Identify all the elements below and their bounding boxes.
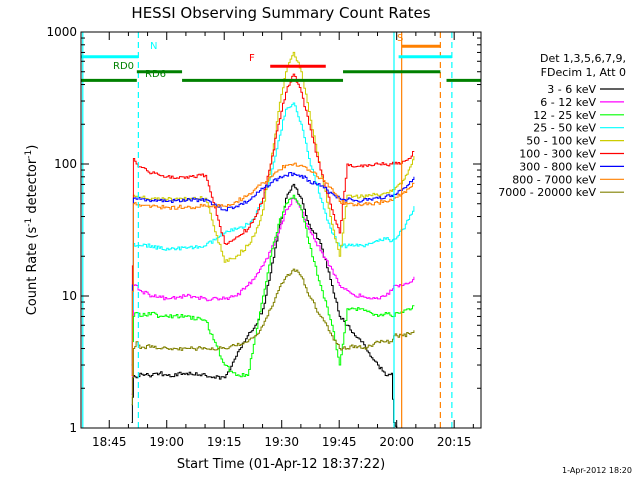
vline-layer — [82, 32, 453, 428]
series-line-5 — [131, 51, 415, 376]
y-tick-label-3: 100 — [54, 157, 77, 171]
legend-entry-7: 300 - 800 keV — [519, 160, 596, 173]
series-line-8 — [131, 162, 415, 376]
series-line-4 — [131, 102, 415, 376]
y-tick-label-1: 1 — [69, 421, 77, 435]
legend-entry-2: 6 - 12 keV — [540, 96, 596, 109]
x-tick-label-2: 19:00 — [149, 435, 184, 449]
legend-entry-1: 3 - 6 keV — [547, 83, 596, 96]
y-axis-label-mid: detector — [25, 158, 40, 218]
flag-label-rd0: RD0 — [113, 61, 134, 72]
chart-title: HESSI Observing Summary Count Rates — [131, 4, 430, 22]
legend-entry-8: 800 - 7000 keV — [512, 173, 596, 186]
y-axis: 1 10 100 1000 — [46, 25, 481, 435]
series-line-1 — [131, 183, 398, 428]
x-tick-label-7: 20:15 — [437, 435, 472, 449]
x-axis-label: Start Time (01-Apr-12 18:37:22) — [177, 457, 385, 472]
flag-label-rd6: RD6 — [145, 69, 166, 80]
series-layer — [131, 51, 415, 428]
y-axis-label: Count Rate (s-1 detector-1) — [24, 145, 40, 316]
series-line-9 — [131, 268, 415, 406]
plot-frame — [80, 31, 482, 429]
series-line-2 — [131, 197, 415, 395]
y-tick-label-4: 1000 — [46, 25, 77, 39]
flag-label-f: F — [249, 53, 255, 64]
y-axis-label-main: Count Rate (s — [25, 227, 40, 316]
y-tick-label-2: 10 — [62, 289, 77, 303]
legend-header-line-1: Det 1,3,5,6,7,9, — [540, 52, 626, 65]
y-axis-label-exp2: -1 — [24, 150, 34, 159]
x-tick-label-3: 19:15 — [207, 435, 242, 449]
flag-layer: N S F RD0 RD6 — [81, 33, 481, 82]
x-axis: 18:45 19:00 19:15 19:30 19:45 20:00 20:15 — [92, 32, 474, 449]
y-axis-label-exp1: -1 — [24, 218, 34, 227]
series-line-6 — [131, 73, 415, 376]
series-line-3 — [131, 194, 415, 378]
legend-entry-3: 12 - 25 keV — [533, 109, 596, 122]
timestamp: 1-Apr-2012 18:20 — [562, 466, 632, 475]
x-tick-label-5: 19:45 — [322, 435, 357, 449]
flag-label-n: N — [150, 41, 157, 52]
y-axis-label-end: ) — [25, 145, 40, 150]
legend-entry-5: 50 - 100 keV — [526, 135, 596, 148]
series-line-7 — [131, 172, 415, 376]
legend: Det 1,3,5,6,7,9, FDecim 1, Att 0 3 - 6 k… — [498, 52, 626, 199]
x-tick-label-6: 20:00 — [379, 435, 414, 449]
legend-header-line-2: FDecim 1, Att 0 — [541, 66, 626, 79]
legend-entry-4: 25 - 50 keV — [533, 122, 596, 135]
x-tick-label-1: 18:45 — [92, 435, 127, 449]
legend-entry-6: 100 - 300 keV — [519, 148, 596, 161]
flag-label-s: S — [397, 33, 403, 44]
legend-entry-9: 7000 - 20000 keV — [498, 186, 596, 199]
x-tick-label-4: 19:30 — [264, 435, 299, 449]
